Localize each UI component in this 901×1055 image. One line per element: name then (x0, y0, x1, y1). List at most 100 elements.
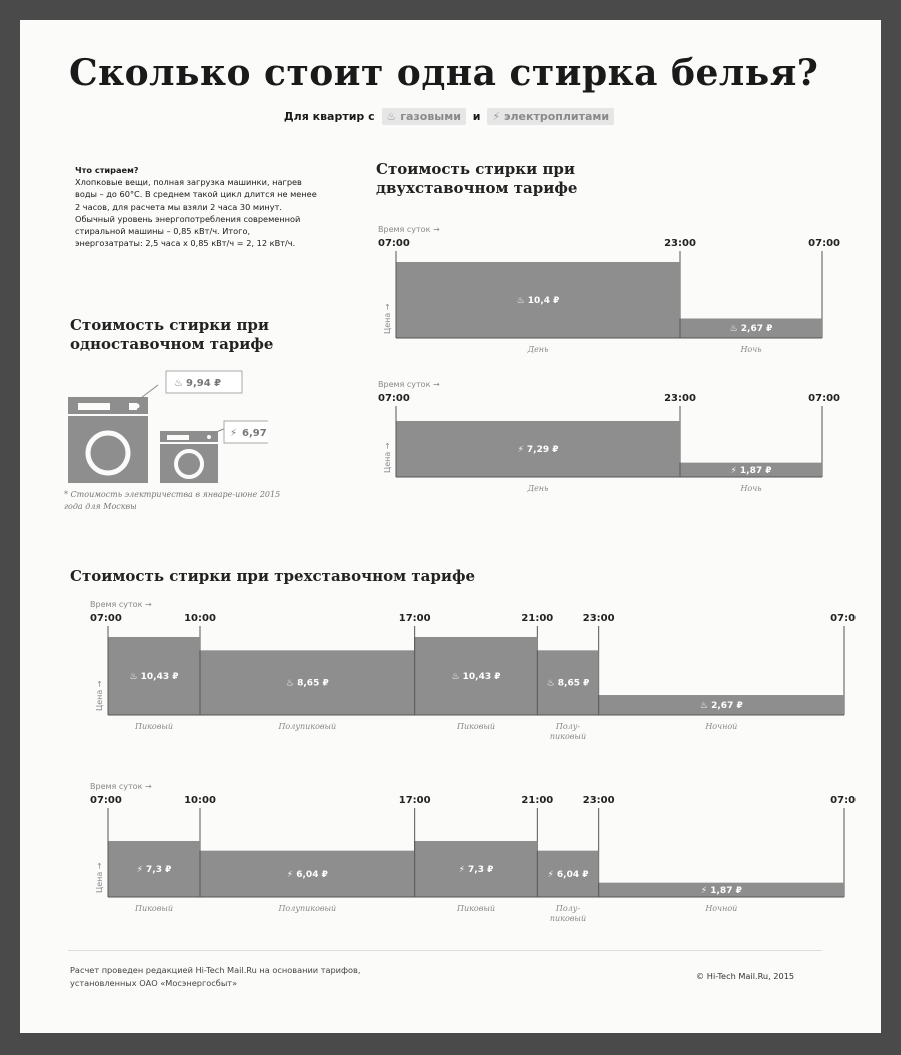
tick-label: 07:00 (830, 795, 856, 806)
price-tag-gas-label: 9,94 ₽ (186, 378, 221, 389)
two-rate-title-text: Стоимость стирки при двухставочном тариф… (376, 160, 578, 197)
two-rate-electric-chart: Время суток → 07:00 23:00 07:00 Цена → ⚡ 7,29… (378, 380, 840, 493)
tick-label: 07:00 (808, 238, 840, 249)
category-label: Полу- (555, 904, 581, 913)
infographic-sheet: Сколько стоит одна стирка белья? Для ква… (20, 20, 881, 1033)
bar (680, 318, 822, 338)
time-axis-title: Время суток → (378, 380, 440, 389)
intro-text: Что стираем? Хлопковые вещи, полная загр… (75, 164, 320, 249)
three-rate-title: Стоимость стирки при трехставочном тариф… (70, 567, 476, 585)
bar (598, 882, 844, 897)
price-tag-electric: ⚡ 6,97 ₽ (223, 420, 268, 444)
flame-icon: ♨ (174, 378, 183, 389)
time-axis-title: Время суток → (378, 225, 440, 234)
price-axis-label: Цена → (383, 303, 392, 334)
category-label: Ночь (739, 484, 761, 493)
lightning-icon: ⚡ (492, 110, 501, 123)
main-title: Сколько стоит одна стирка белья? (69, 52, 819, 94)
footer-divider (68, 950, 822, 951)
bar (414, 637, 538, 715)
bar (108, 637, 200, 715)
tick-label: 23:00 (664, 238, 696, 249)
bar (200, 650, 415, 715)
tick-label: 23:00 (664, 393, 696, 404)
footnote: * Стоимость электричества в январе-июне … (64, 490, 281, 511)
electric-washing-machine-icon (160, 427, 227, 483)
bar-value-label: ⚡ 1,87 ₽ (730, 466, 771, 476)
bar (396, 421, 680, 477)
bar-value-label: ⚡ 1,87 ₽ (701, 886, 742, 896)
category-label-cont: пиковый (550, 732, 586, 741)
category-label: День (527, 484, 549, 493)
price-axis-label: Цена → (383, 442, 392, 473)
category-label: Ночной (704, 904, 737, 913)
bar (537, 850, 599, 897)
tick-label: 21:00 (521, 795, 553, 806)
gas-chip: ♨ газовыми (381, 108, 466, 125)
bar-value-label: ⚡ 7,3 ₽ (137, 865, 172, 875)
price-axis-label: Цена → (95, 862, 104, 893)
bar-value-label: ♨ 10,43 ₽ (451, 672, 500, 682)
bar-value-label: ⚡ 7,29 ₽ (517, 445, 558, 455)
bar (680, 462, 822, 477)
tick-label: 07:00 (90, 795, 122, 806)
bar (598, 695, 844, 715)
category-label: Полу- (555, 722, 581, 731)
bar-value-label: ⚡ 6,04 ₽ (547, 870, 588, 880)
tick-label: 07:00 (90, 613, 122, 624)
two-rate-gas-chart: Время суток → 07:00 23:00 07:00 Цена → ♨ 10,4… (378, 225, 840, 354)
category-label: Ночной (704, 722, 737, 731)
category-label-cont: пиковый (550, 914, 586, 923)
price-tag-electric-label: 6,97 ₽ (242, 428, 268, 439)
bar (200, 850, 415, 897)
category-label: Пиковый (456, 904, 495, 913)
bar (537, 650, 599, 715)
tick-label: 07:00 (378, 393, 410, 404)
time-axis-title: Время суток → (90, 600, 152, 609)
electric-chip: ⚡ электроплитами (487, 108, 615, 125)
bar-value-label: ⚡ 7,3 ₽ (459, 865, 494, 875)
bar-value-label: ♨ 10,4 ₽ (517, 296, 560, 306)
tick-label: 07:00 (830, 613, 856, 624)
bar-value-label: ♨ 2,67 ₽ (700, 701, 743, 711)
three-rate-electric-chart: Время суток → 07:00 10:00 17:00 21:00 23:00 07… (90, 782, 856, 923)
category-label: Полупиковый (277, 904, 336, 913)
tick-label: 10:00 (184, 795, 216, 806)
intro-heading: Что стираем? (75, 165, 139, 175)
gas-chip-label: газовыми (400, 110, 461, 123)
electric-chip-label: электроплитами (503, 110, 610, 123)
tick-label: 17:00 (399, 795, 431, 806)
single-rate-title: Стоимость стирки при одноставочном тариф… (70, 316, 290, 354)
bar-value-label: ♨ 2,67 ₽ (730, 324, 773, 334)
credit-right: © Hi-Tech Mail.Ru, 2015 (696, 971, 795, 981)
category-label: Ночь (739, 345, 761, 354)
three-rate-gas-chart: Время суток → 07:00 10:00 17:00 21:00 23:00 07… (90, 600, 856, 741)
bar-value-label: ♨ 10,43 ₽ (129, 672, 178, 682)
time-axis-title: Время суток → (90, 782, 152, 791)
tick-label: 23:00 (583, 613, 615, 624)
bar (108, 841, 200, 897)
tick-label: 07:00 (808, 393, 840, 404)
tick-label: 23:00 (583, 795, 615, 806)
category-label: Пиковый (456, 722, 495, 731)
bar (396, 262, 680, 338)
tick-label: 07:00 (378, 238, 410, 249)
tick-label: 21:00 (521, 613, 553, 624)
credit-line-1: Расчет проведен редакцией Hi-Tech Mail.R… (70, 965, 361, 975)
price-axis-label: Цена → (95, 680, 104, 711)
bar-value-label: ⚡ 6,04 ₽ (287, 870, 328, 880)
gas-washing-machine-icon (68, 384, 159, 483)
intro-body: Хлопковые вещи, полная загрузка машинки,… (75, 177, 317, 249)
subtitle-conjunction: и (472, 110, 481, 123)
flame-icon: ♨ (386, 110, 397, 123)
category-label: Полупиковый (277, 722, 336, 731)
tick-label: 10:00 (184, 613, 216, 624)
two-rate-title: Стоимость стирки при двухставочном тариф… (376, 160, 616, 198)
tick-label: 17:00 (399, 613, 431, 624)
lightning-icon: ⚡ (230, 428, 237, 439)
bar-value-label: ♨ 8,65 ₽ (547, 679, 590, 689)
category-label: Пиковый (134, 722, 173, 731)
single-rate-chart: ♨ 9,94 ₽ ⚡ 6,97 ₽ (68, 370, 268, 483)
category-label: День (527, 345, 549, 354)
single-rate-title-text: Стоимость стирки при одноставочном тариф… (70, 316, 274, 353)
